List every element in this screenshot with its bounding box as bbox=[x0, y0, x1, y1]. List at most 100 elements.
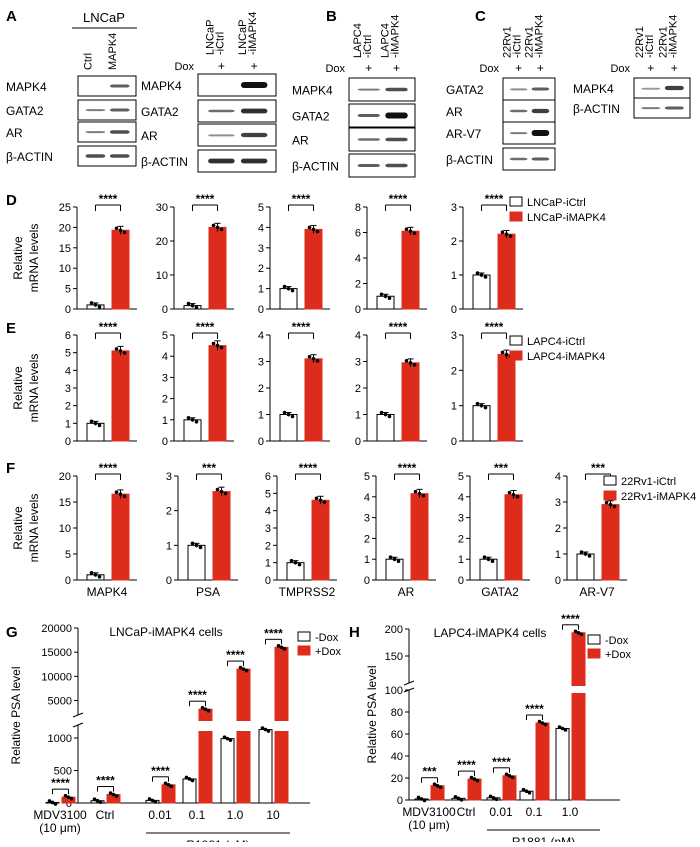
blot-c1-lane-label: -iMAPK4 bbox=[533, 15, 545, 58]
data-point bbox=[92, 797, 97, 802]
blot-a1-blot-box bbox=[77, 121, 137, 143]
ylabel-psa-G: Relative PSA level bbox=[9, 666, 23, 764]
xlabel-H: R1881 (nM) bbox=[512, 835, 575, 842]
y-tick-label: 0 bbox=[162, 304, 168, 316]
blot-c2-blot-box bbox=[633, 97, 691, 119]
y-tick-label: 5 bbox=[364, 471, 370, 483]
blot-c1-row-label: β-ACTIN bbox=[446, 153, 493, 167]
data-point bbox=[53, 802, 58, 806]
legend-swatch-minus bbox=[587, 634, 601, 645]
y-tick-label: 0 bbox=[397, 795, 403, 807]
y-tick-label: 4 bbox=[265, 506, 271, 518]
data-point bbox=[560, 726, 565, 731]
y-tick-label: 4 bbox=[65, 365, 71, 377]
data-point bbox=[435, 783, 440, 788]
sig-stars: *** bbox=[422, 765, 436, 779]
sig-stars: **** bbox=[457, 758, 476, 772]
x-category-label: 1.0 bbox=[562, 805, 579, 819]
legend-swatch-mapk4 bbox=[603, 490, 617, 501]
x-category-label: PSA bbox=[196, 585, 220, 599]
data-point bbox=[211, 341, 216, 346]
blot-c2-dox-label: Dox bbox=[610, 63, 630, 75]
legend-label-ctrl: LAPC4-iCtrl bbox=[527, 336, 585, 348]
data-point bbox=[215, 225, 220, 230]
data-point bbox=[153, 800, 158, 804]
y-tick-label: 4 bbox=[555, 471, 561, 483]
data-point bbox=[507, 490, 512, 495]
blot-c1-lane-label: 22Rv1 bbox=[502, 26, 514, 58]
data-point bbox=[228, 738, 233, 742]
y-tick-label: 1 bbox=[355, 410, 361, 422]
sig-stars: **** bbox=[398, 461, 417, 475]
data-point bbox=[387, 296, 392, 301]
data-point bbox=[169, 784, 174, 789]
x-category-label: (10 μm) bbox=[408, 818, 450, 832]
data-point bbox=[194, 305, 199, 310]
bar-ctrl bbox=[279, 414, 298, 442]
data-point bbox=[50, 800, 55, 805]
data-point bbox=[97, 575, 102, 579]
sig-stars: **** bbox=[561, 612, 580, 626]
data-point bbox=[404, 227, 409, 232]
y-tick-label: 3 bbox=[364, 513, 370, 525]
y-tick-label: 20 bbox=[59, 222, 71, 234]
y-tick-label: 2 bbox=[458, 533, 464, 545]
data-point bbox=[186, 416, 191, 420]
ylabel-mrna-F: mRNA levels bbox=[27, 494, 41, 563]
ylabel-psa-H: Relative PSA level bbox=[365, 665, 379, 763]
axis-break bbox=[72, 712, 84, 718]
data-point bbox=[279, 645, 284, 650]
data-point bbox=[282, 410, 287, 415]
bar-mapk4 bbox=[504, 494, 523, 581]
bar-mapk4 bbox=[208, 345, 227, 442]
data-point bbox=[184, 775, 189, 780]
blot-c1-dox-mark: + bbox=[537, 61, 544, 75]
y-tick-label: 10 bbox=[59, 263, 71, 275]
x-category-label: 1.0 bbox=[227, 808, 244, 822]
y-tick-label: 2 bbox=[258, 263, 264, 275]
blot-b-row-label: AR bbox=[292, 134, 309, 148]
x-category-label: MDV3100 bbox=[33, 808, 87, 822]
blot-a2-band bbox=[240, 82, 268, 88]
y-tick-label: 0 bbox=[265, 575, 271, 587]
data-point bbox=[311, 357, 316, 361]
blot-a2-blot-box bbox=[197, 123, 277, 147]
y-tick-label: 4 bbox=[355, 253, 361, 265]
data-point bbox=[190, 541, 195, 546]
y-tick-label: 1 bbox=[364, 554, 370, 566]
x-category-label: GATA2 bbox=[481, 585, 519, 599]
y-tick-label: 1 bbox=[265, 558, 271, 570]
data-point bbox=[587, 554, 592, 558]
x-category-label: Ctrl bbox=[457, 805, 476, 819]
y-tick-label: 3 bbox=[258, 243, 264, 255]
data-point bbox=[118, 349, 123, 353]
data-point bbox=[63, 793, 68, 798]
bar-ctrl bbox=[472, 274, 491, 310]
psa-title-H: LAPC4-iMAPK4 cells bbox=[434, 626, 547, 640]
bar-mapk4 bbox=[497, 233, 516, 310]
blot-b-band bbox=[357, 138, 381, 141]
blot-a2-band bbox=[208, 158, 235, 164]
x-category-label: AR bbox=[398, 585, 415, 599]
data-point bbox=[432, 782, 437, 786]
blot-b-band bbox=[357, 164, 381, 167]
bar-plus-dox bbox=[161, 784, 176, 804]
bar-mapk4 bbox=[111, 229, 130, 310]
data-point bbox=[579, 632, 584, 637]
y-tick-label: 1 bbox=[166, 540, 172, 552]
y-tick-label: 5000 bbox=[48, 696, 72, 708]
bar-minus-dox bbox=[220, 738, 235, 804]
blot-c1-band bbox=[531, 157, 550, 161]
data-point bbox=[479, 403, 484, 408]
legend-label-plus: +Dox bbox=[605, 649, 631, 661]
blot-b-lane-label: LAPC4 bbox=[352, 23, 364, 58]
sig-stars: **** bbox=[151, 764, 170, 778]
data-point bbox=[475, 778, 480, 783]
y-tick-label: 1 bbox=[451, 270, 457, 282]
data-point bbox=[416, 795, 421, 800]
data-point bbox=[290, 288, 295, 293]
x-category-label: (10 μm) bbox=[39, 821, 81, 835]
blot-a2-dox-mark: + bbox=[251, 59, 258, 73]
blot-b-blot-box bbox=[348, 77, 416, 102]
